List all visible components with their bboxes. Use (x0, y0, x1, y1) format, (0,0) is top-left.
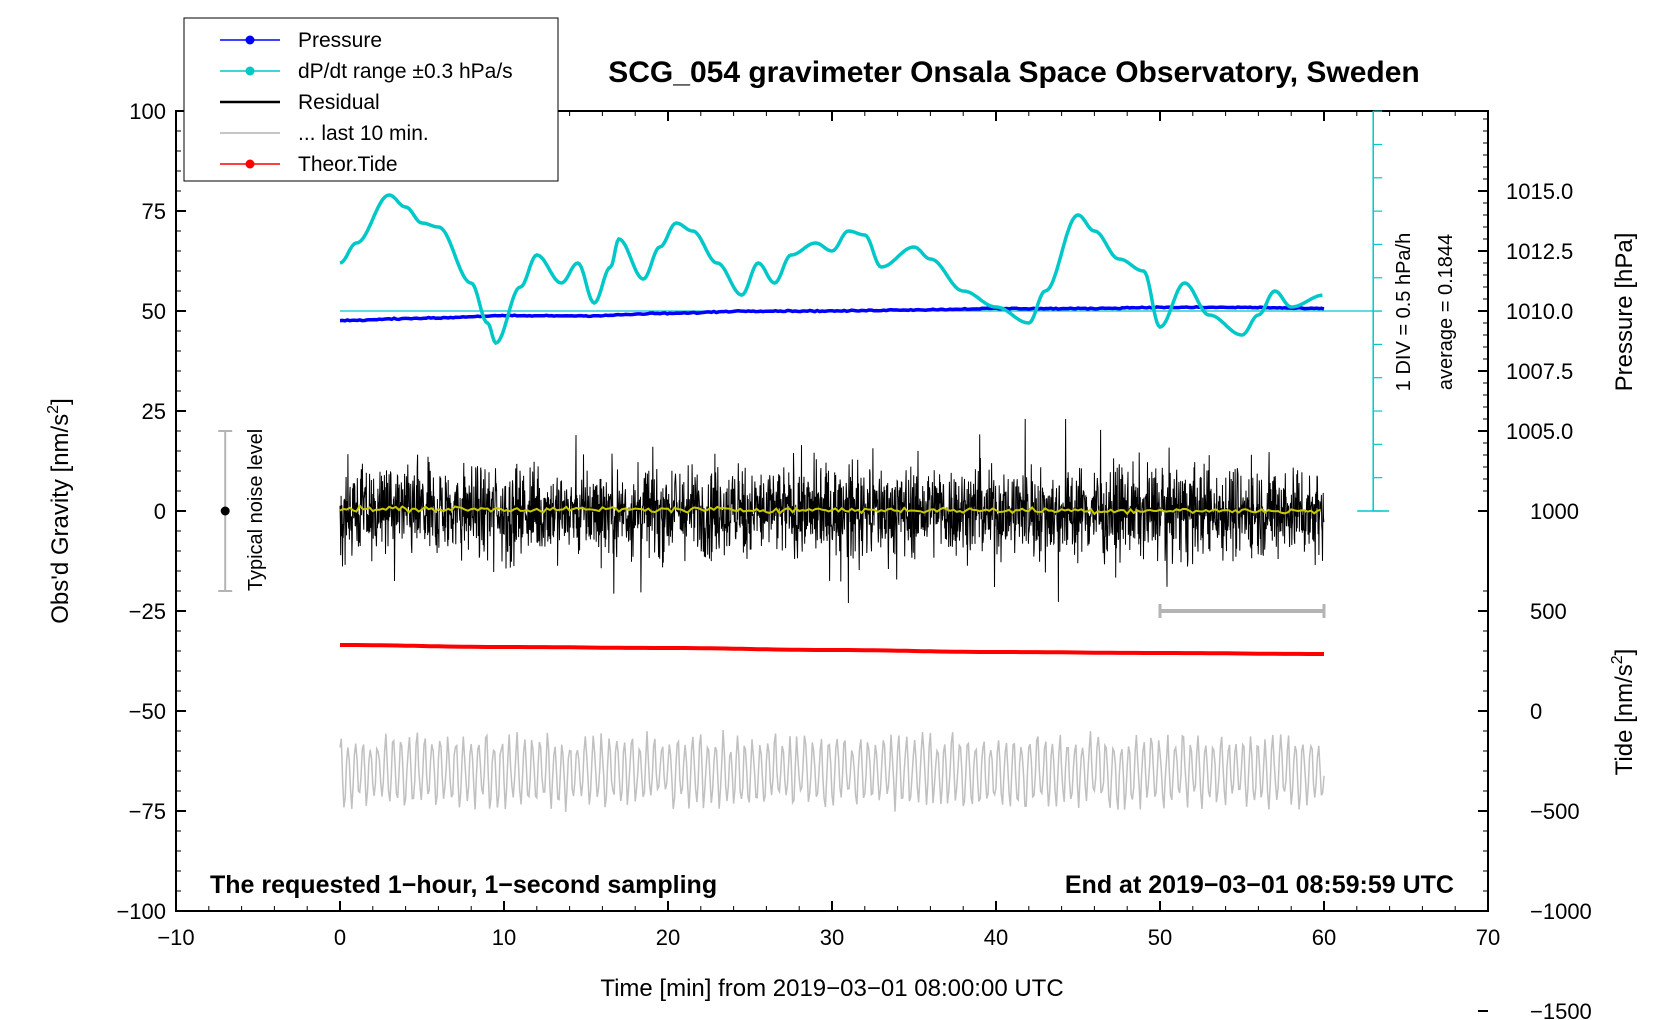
y-axis-tide-label: Tide [nm/s2] (1609, 649, 1638, 776)
pressure-tick-label: 1005.0 (1506, 419, 1573, 444)
y-left-tick-label: −25 (129, 599, 166, 624)
x-tick-label: 60 (1312, 925, 1336, 950)
dpdt-average-label: average = 0.1844 (1435, 234, 1457, 390)
pressure-tick-label: 1012.5 (1506, 239, 1573, 264)
y-axis-tide-label-main: Tide [nm/s (1611, 664, 1638, 775)
legend-marker (245, 35, 255, 45)
legend-marker (245, 66, 255, 76)
tide-tick-label: 1000 (1530, 499, 1579, 524)
legend-label: Pressure (298, 29, 382, 52)
pressure-tick-label: 1010.0 (1506, 299, 1573, 324)
y-axis-left-label-close: ] (47, 398, 74, 405)
tide-line (340, 643, 1324, 656)
legend-box (183, 17, 559, 182)
y-axis-left-label: Obs'd Gravity [nm/s2] (45, 398, 74, 624)
legend-label: ... last 10 min. (298, 122, 429, 145)
y-axis-left-label-main: Obs'd Gravity [nm/s (47, 414, 74, 624)
y-left-tick-label: 75 (142, 199, 166, 224)
y-left-tick-label: 0 (154, 499, 166, 524)
x-tick-label: 50 (1148, 925, 1172, 950)
noise-level-dot (220, 506, 230, 516)
y-left-tick-label: 100 (129, 99, 166, 124)
x-tick-label: 70 (1476, 925, 1500, 950)
highpass-residual-line (339, 729, 1325, 812)
x-tick-label: 40 (984, 925, 1008, 950)
y-axis-left-label-sup: 2 (45, 405, 62, 414)
legend: Pressure dP/dt range ±0.3 hPa/s Residual..… (183, 17, 559, 182)
pressure-tick-label: 1007.5 (1506, 359, 1573, 384)
legend-items: Pressure dP/dt range ±0.3 hPa/s Residual..… (220, 29, 513, 176)
footer-left: The requested 1−hour, 1−second sampling (210, 871, 717, 899)
legend-label: dP/dt range ±0.3 hPa/s (298, 60, 513, 83)
x-tick-label: −10 (157, 925, 194, 950)
y-axis-tide-label-sup: 2 (1609, 655, 1626, 664)
x-tick-label: 20 (656, 925, 680, 950)
y-left-tick-label: 25 (142, 399, 166, 424)
pressure-tick-label: 1015.0 (1506, 179, 1573, 204)
x-tick-label: 0 (334, 925, 346, 950)
pressure-line (339, 305, 1325, 323)
legend-label: Residual (298, 91, 380, 114)
chart-title: SCG_054 gravimeter Onsala Space Observat… (608, 56, 1420, 89)
y-left-tick-label: −100 (116, 899, 166, 924)
dpdt-div-label: 1 DIV = 0.5 hPa/h (1393, 233, 1415, 391)
dpdt-line (339, 193, 1323, 346)
legend-label: Theor.Tide (298, 153, 398, 176)
residual-line (339, 418, 1325, 604)
tide-tick-label: −500 (1530, 799, 1580, 824)
x-tick-label: 30 (820, 925, 844, 950)
tide-tick-label: −1500 (1530, 999, 1592, 1020)
noise-level-label: Typical noise level (245, 429, 267, 591)
y-axis-pressure-label: Pressure [hPa] (1611, 233, 1638, 392)
y-left-tick-label: 50 (142, 299, 166, 324)
y-axis-tide-label-close: ] (1611, 649, 1638, 656)
x-axis-label: Time [min] from 2019−03−01 08:00:00 UTC (600, 975, 1063, 1002)
y-left-tick-label: −75 (129, 799, 166, 824)
tide-tick-label: −1000 (1530, 899, 1592, 924)
tide-tick-label: 500 (1530, 599, 1567, 624)
x-tick-label: 10 (492, 925, 516, 950)
series-layer (339, 193, 1382, 812)
residual-mean-line (339, 504, 1322, 516)
annotation-layer (218, 110, 1390, 618)
y-left-tick-label: −50 (129, 699, 166, 724)
tide-tick-label: 0 (1530, 699, 1542, 724)
tick-layer: −10 0 10 20 30 40 50 60 701007550250−25−50−75−10… (116, 99, 1591, 1020)
footer-right: End at 2019−03−01 08:59:59 UTC (1065, 871, 1454, 899)
legend-marker (245, 159, 255, 169)
